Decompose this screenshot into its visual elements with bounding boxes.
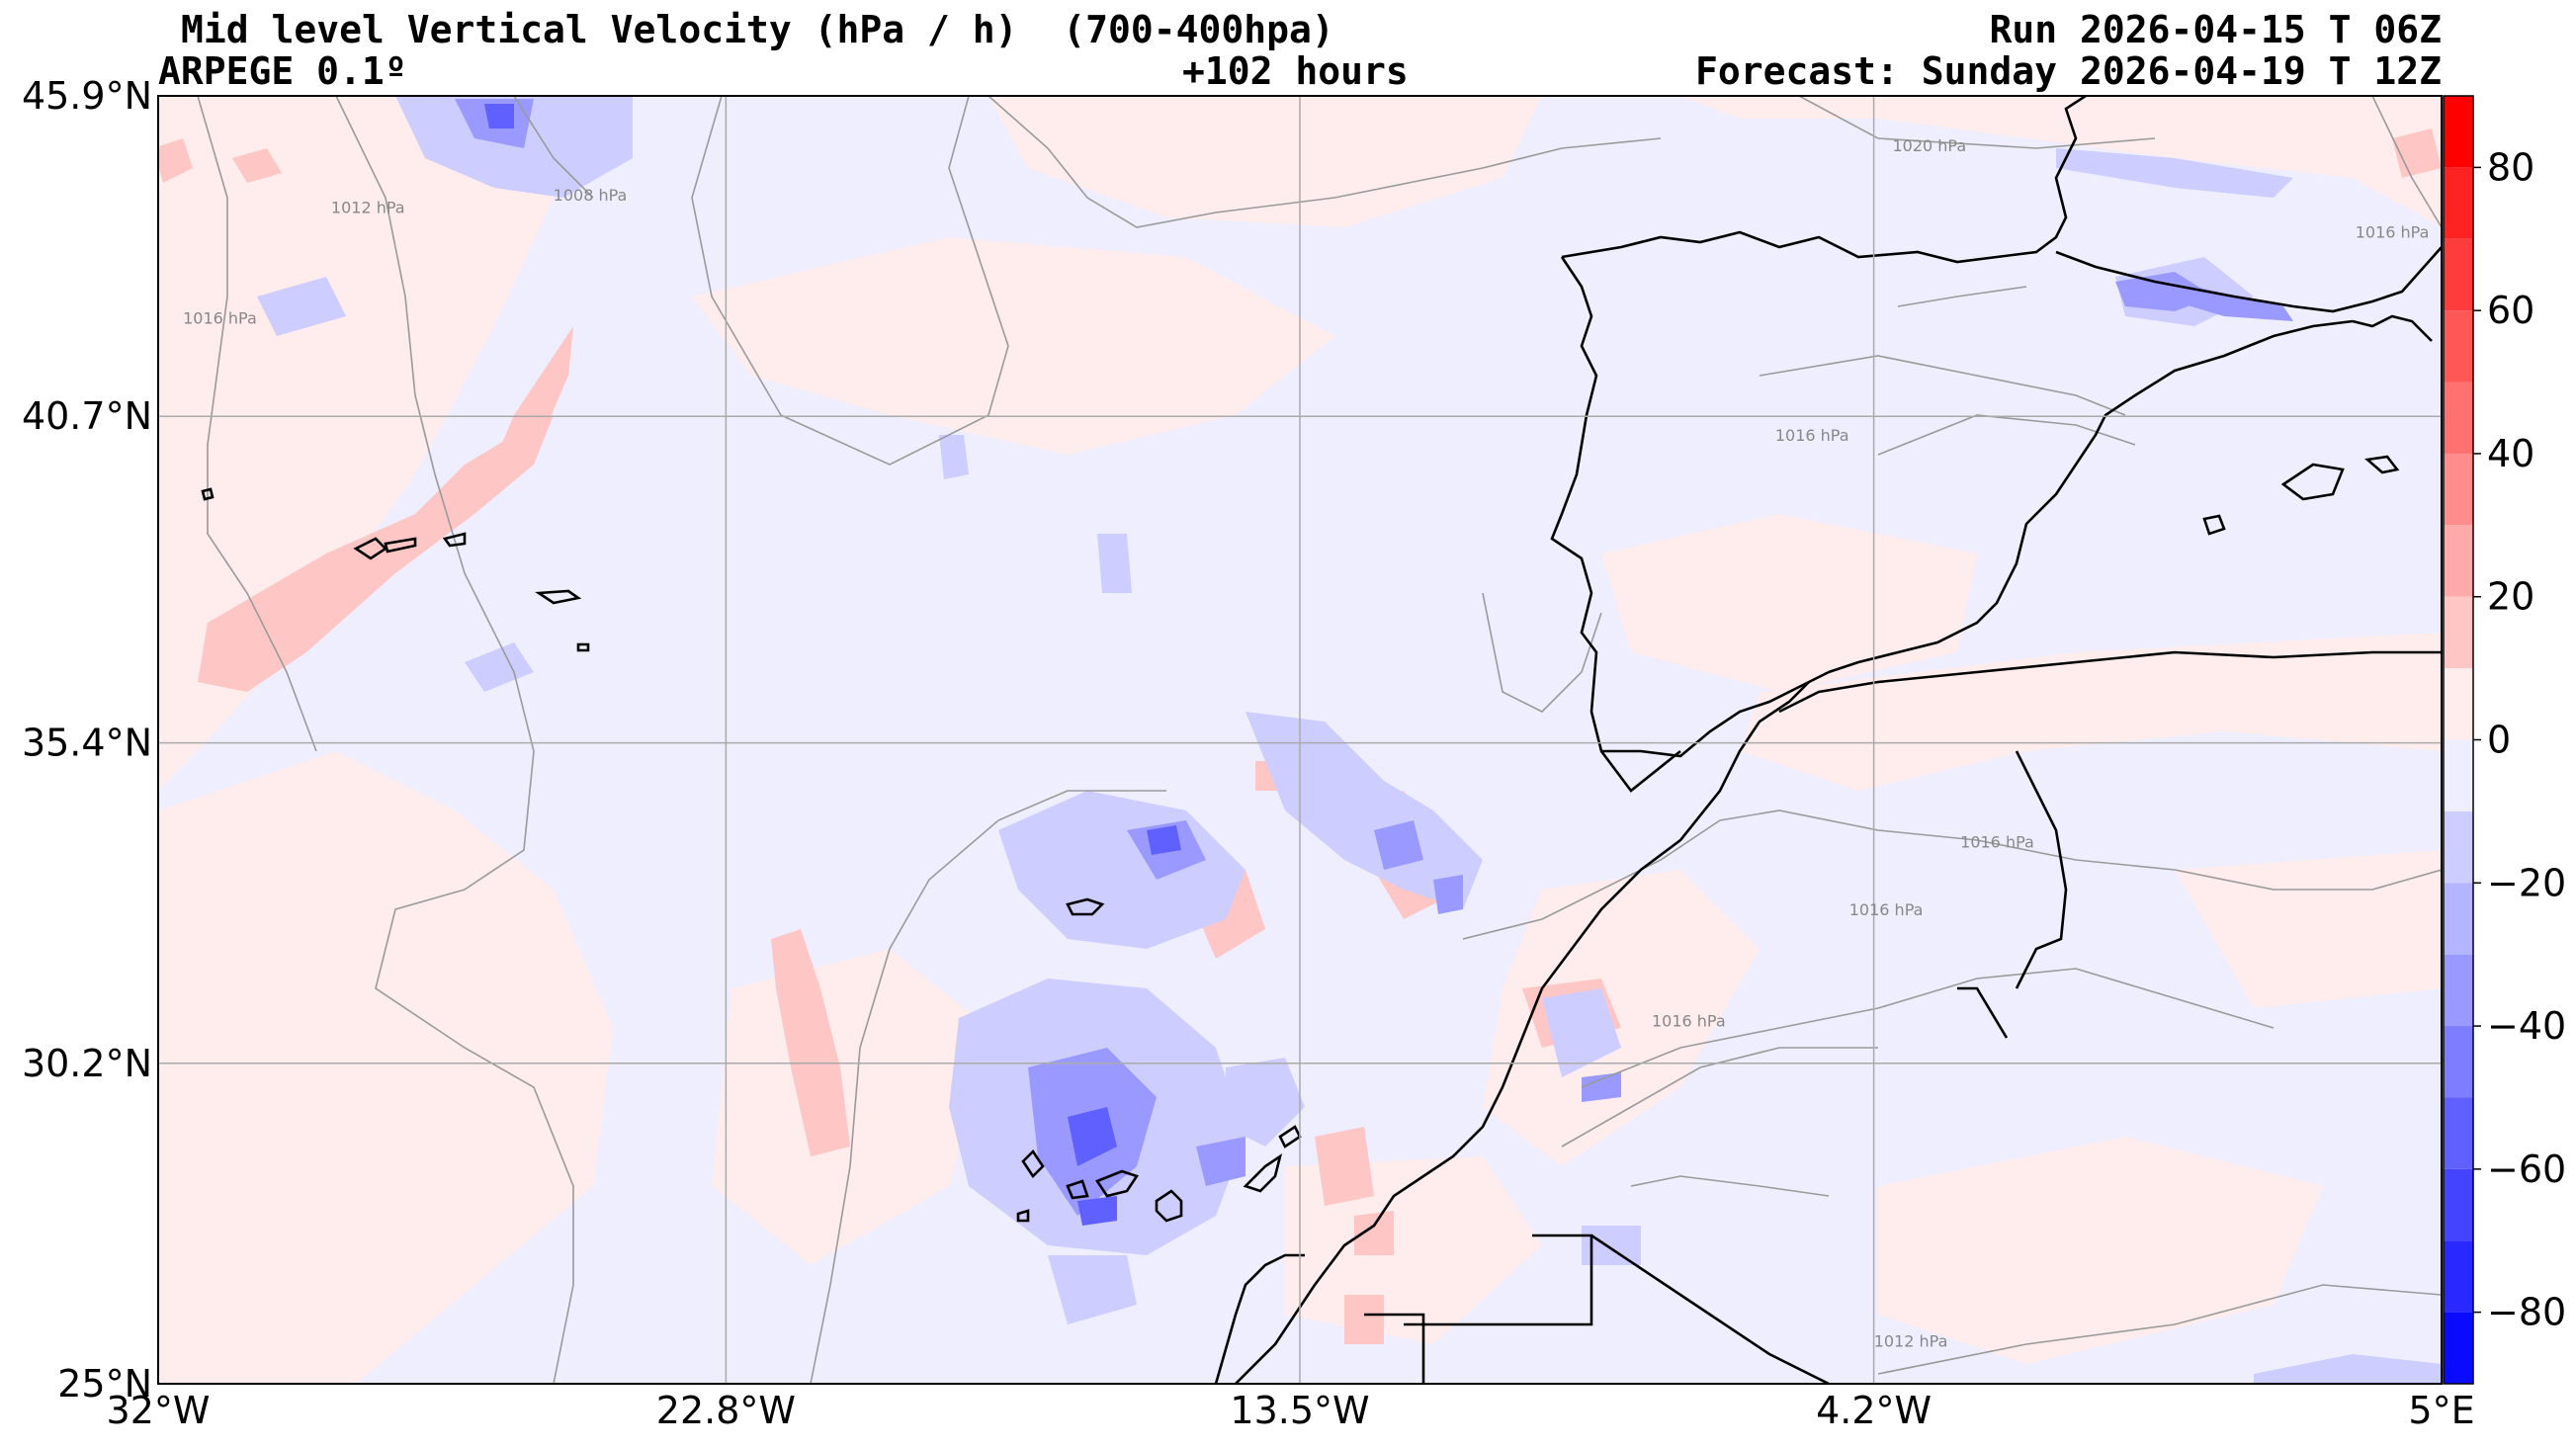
isobar-label: 1012 hPa: [331, 198, 405, 216]
lon-tick-label: 13.5°W: [1230, 1389, 1369, 1432]
isobar-label: 1012 hPa: [1874, 1332, 1948, 1351]
lat-tick-label: 25°N: [57, 1362, 152, 1405]
lat-tick-label: 40.7°N: [22, 394, 152, 438]
colorbar-segment: [2444, 954, 2473, 1027]
colorbar-segment: [2444, 810, 2473, 884]
lon-tick-label: 4.2°W: [1816, 1389, 1932, 1432]
chart-title: Mid level Vertical Velocity (hPa / h) (7…: [181, 8, 1334, 51]
lon-tick-label: 5°E: [2408, 1389, 2474, 1432]
negative-strong-areas: [484, 104, 1181, 1226]
colorbar-segment: [2444, 382, 2473, 454]
colorbar-segment: [2444, 739, 2473, 811]
colorbar-tick-label: 40: [2487, 432, 2534, 475]
islands: [201, 455, 2400, 1223]
forecast-valid-label: Forecast: Sunday 2026-04-19 T 12Z: [1695, 49, 2442, 93]
colorbar-tick-label: 80: [2487, 145, 2534, 189]
lead-time-label: +102 hours: [1182, 49, 1409, 93]
colorbar-tick-labels: 80 60 40 20 0 −20 −40 −60 −80: [2473, 145, 2566, 1334]
grid-lines: [158, 96, 2442, 1384]
isobar-label: 1016 hPa: [1775, 426, 1849, 445]
isobar-label: 1016 hPa: [2356, 222, 2430, 241]
colorbar-segment: [2444, 1097, 2473, 1169]
isobar-label: 1008 hPa: [554, 186, 628, 205]
map-frame: [157, 95, 2443, 1385]
colorbar-segment: [2444, 1312, 2473, 1384]
model-label: ARPEGE 0.1º: [158, 49, 407, 93]
colorbar-segment: [2444, 167, 2473, 239]
colorbar-segment: [2444, 525, 2473, 597]
colorbar-segment: [2444, 96, 2473, 168]
colorbar-segment: [2444, 1240, 2473, 1313]
colorbar-tick-label: −20: [2487, 861, 2566, 904]
isobar-label: 1016 hPa: [1849, 900, 1924, 919]
colorbar-tick-label: −80: [2487, 1291, 2566, 1334]
run-label: Run 2026-04-15 T 06Z: [1989, 8, 2442, 51]
lat-tick-label: 45.9°N: [22, 74, 152, 118]
lat-tick-label: 30.2°N: [22, 1042, 152, 1085]
map-area: 1020 hPa 1008 hPa 1012 hPa 1016 hPa 1016 hPa…: [158, 96, 2442, 1384]
isobar-label: 1020 hPa: [1892, 136, 1966, 155]
colorbar-segment: [2444, 596, 2473, 669]
isobar-labels: 1020 hPa 1008 hPa 1012 hPa 1016 hPa 1016 hPa…: [183, 136, 2429, 1350]
isobar-label: 1016 hPa: [1960, 833, 2034, 852]
colorbar-segment: [2444, 668, 2473, 740]
isobar-label: 1016 hPa: [1652, 1011, 1726, 1030]
colorbar-segment: [2444, 453, 2473, 526]
colorbar-segment: [2444, 1026, 2473, 1098]
colorbar-segment: [2444, 883, 2473, 955]
colorbar-tick-label: 0: [2487, 719, 2511, 762]
lon-tick-label: 32°W: [107, 1389, 211, 1432]
colorbar-segment: [2444, 1168, 2473, 1241]
colorbar-tick-label: −40: [2487, 1004, 2566, 1048]
isobar-label: 1016 hPa: [183, 309, 257, 328]
coastlines: [1214, 96, 2442, 1384]
latitude-tick-labels: 45.9°N 40.7°N 35.4°N 30.2°N 25°N: [22, 74, 152, 1405]
colorbar-segment: [2444, 310, 2473, 383]
lon-tick-label: 22.8°W: [656, 1389, 796, 1432]
colorbar: [2443, 95, 2474, 1385]
colorbar-tick-label: −60: [2487, 1148, 2566, 1191]
lat-tick-label: 35.4°N: [22, 722, 152, 765]
colorbar-segment: [2444, 238, 2473, 311]
colorbar-tick-label: 60: [2487, 289, 2534, 332]
colorbar-tick-label: 20: [2487, 575, 2534, 619]
longitude-tick-labels: 32°W 22.8°W 13.5°W 4.2°W 5°E: [107, 1389, 2475, 1432]
